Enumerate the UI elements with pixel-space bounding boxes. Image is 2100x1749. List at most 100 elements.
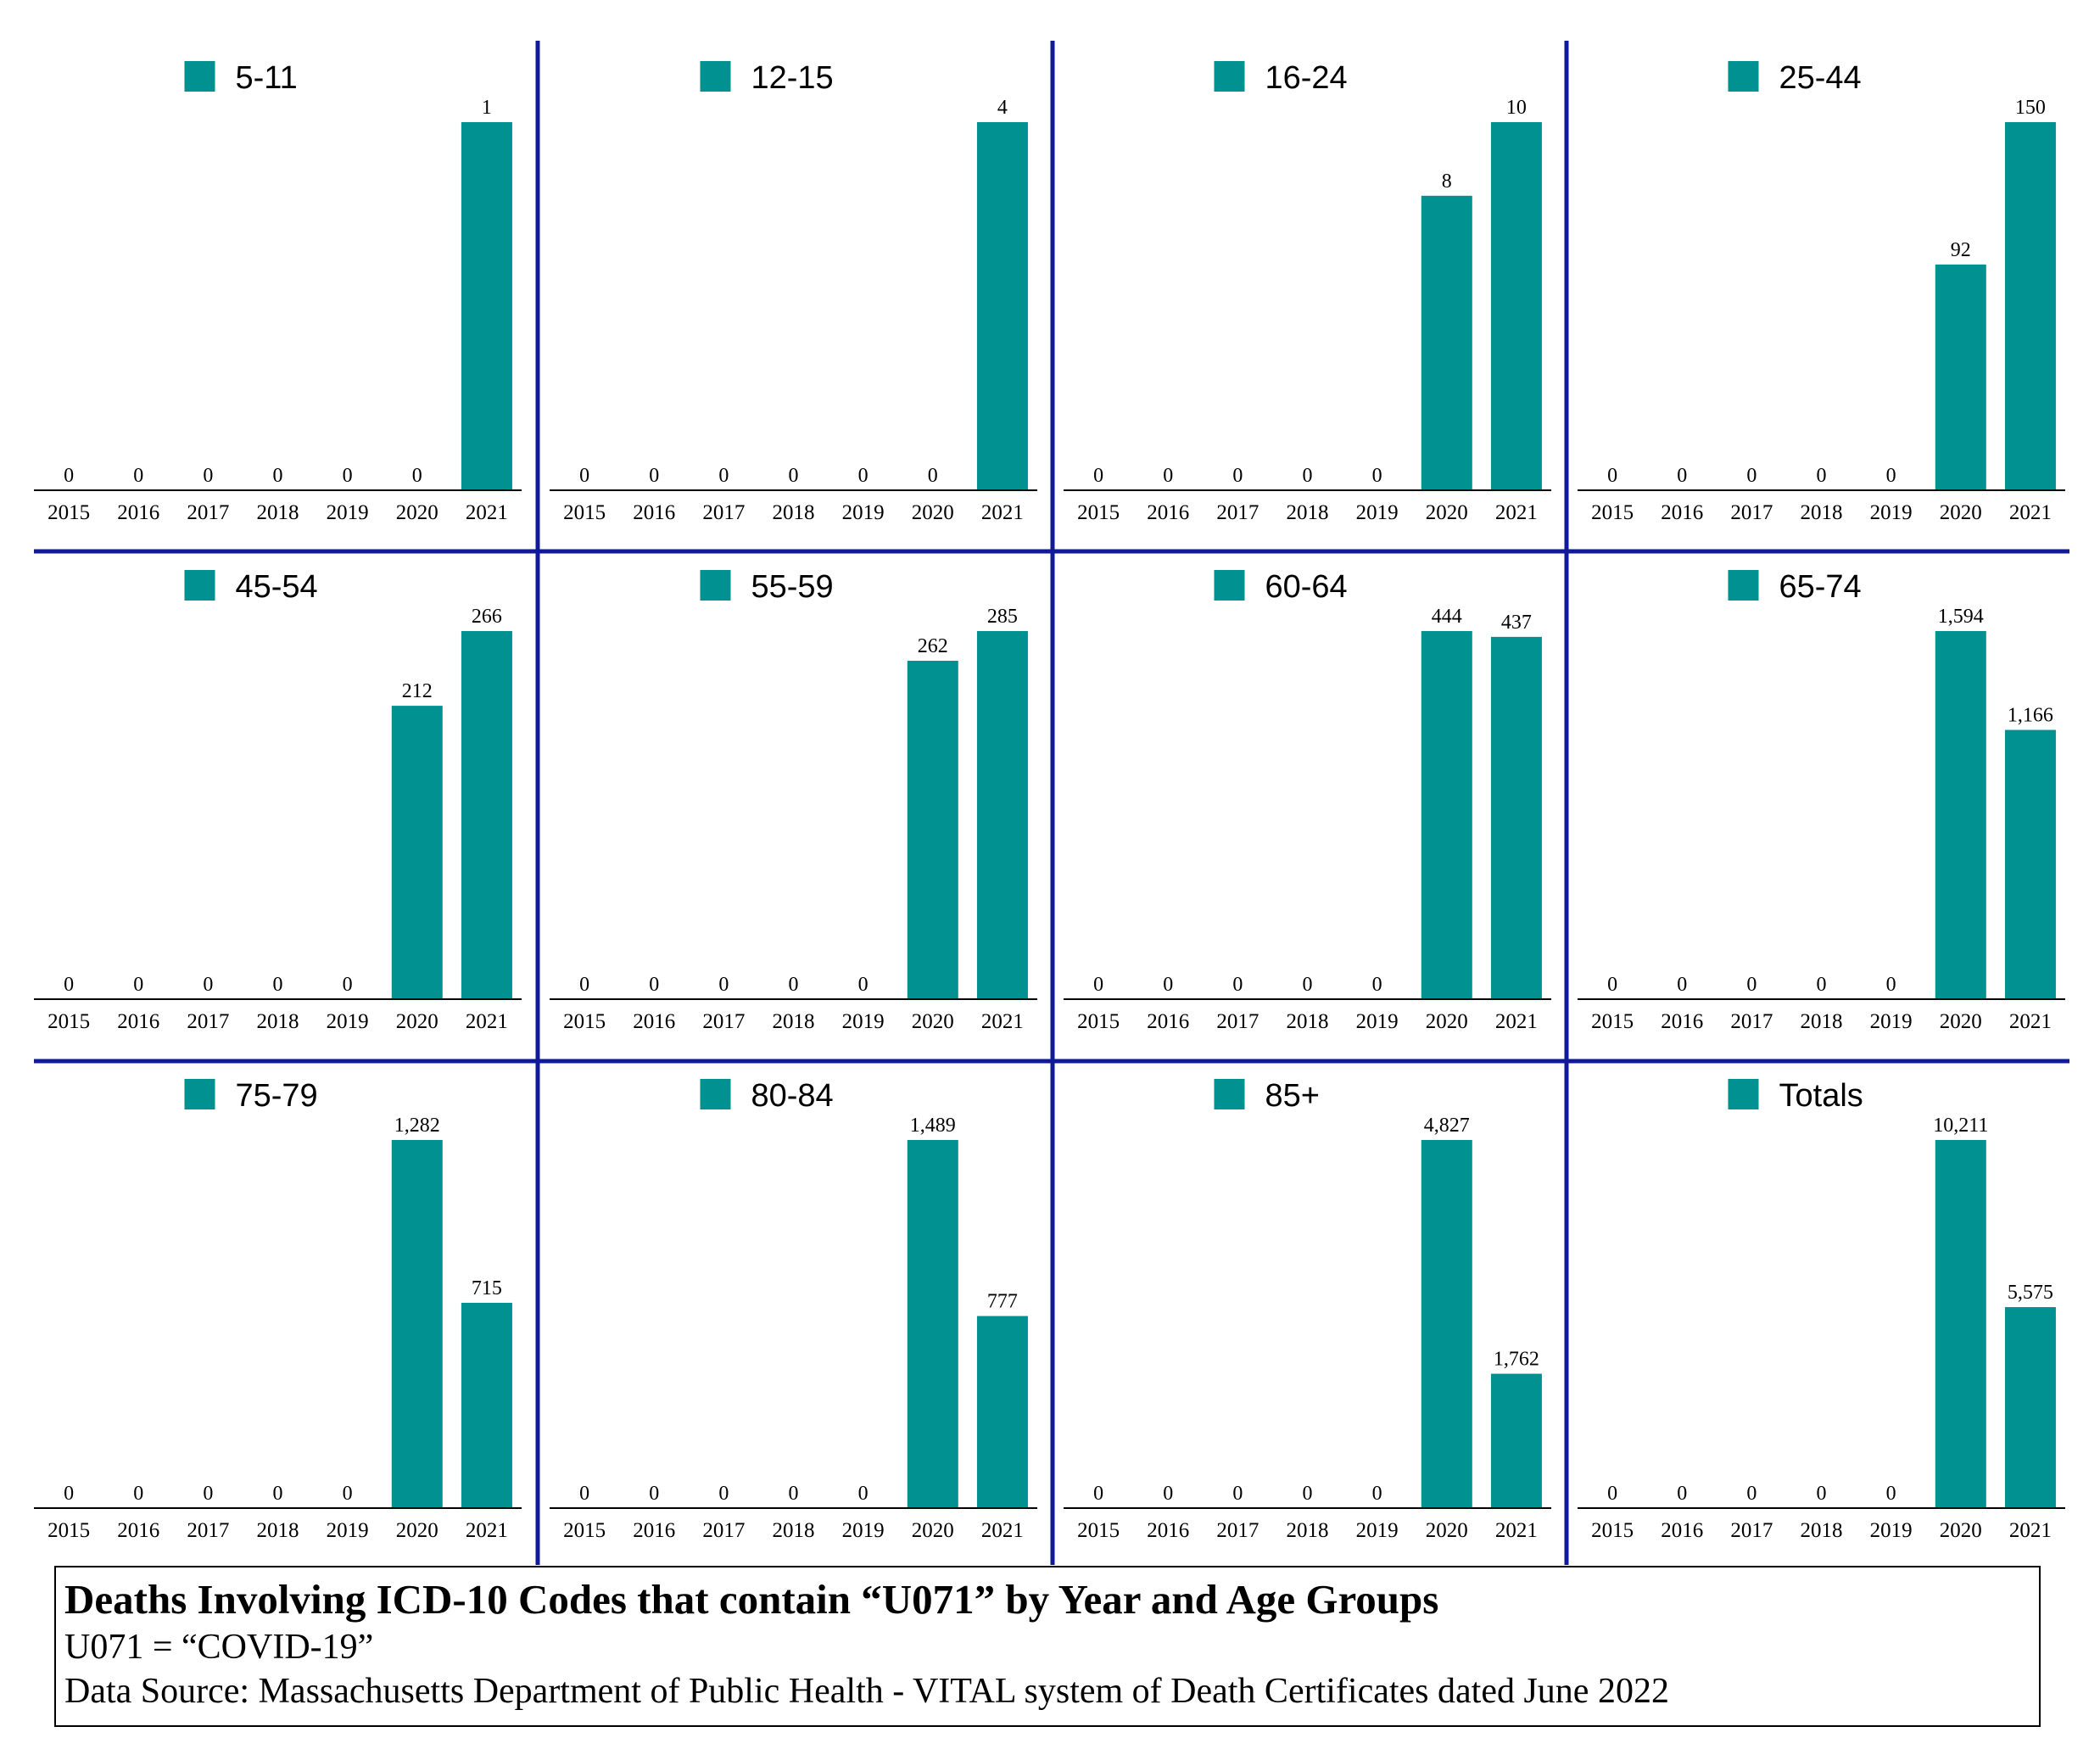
legend-swatch <box>184 61 215 92</box>
data-label: 0 <box>412 465 422 487</box>
caption-title: Deaths Involving ICD-10 Codes that conta… <box>64 1576 1439 1623</box>
legend-label: Totals <box>1779 1078 1863 1114</box>
x-tick-label: 2019 <box>1356 501 1399 524</box>
data-label: 1,489 <box>910 1115 956 1137</box>
legend-label: 12-15 <box>751 60 834 96</box>
bar <box>461 1302 512 1508</box>
x-tick-label: 2020 <box>396 1010 438 1033</box>
x-tick-label: 2016 <box>1661 501 1703 524</box>
panel-3: 16-24 0 2015 0 2016 0 2017 0 2018 0 2019 8 2020 10 202… <box>1064 60 1551 524</box>
x-tick-label: 2021 <box>2009 501 2052 524</box>
data-label: 10,211 <box>1933 1115 1988 1137</box>
data-label: 92 <box>1951 239 1971 261</box>
data-label: 0 <box>203 1483 213 1505</box>
bar <box>1490 636 1542 999</box>
x-tick-label: 2020 <box>1426 1519 1468 1542</box>
x-tick-label: 2016 <box>633 1010 675 1033</box>
data-label: 4,827 <box>1424 1115 1470 1137</box>
x-tick-label: 2017 <box>1730 501 1773 524</box>
legend-swatch <box>184 1079 215 1109</box>
panel-2: 12-15 0 2015 0 2016 0 2017 0 2018 0 2019 0 2020 4 2021 <box>550 60 1037 524</box>
data-label: 262 <box>918 635 948 657</box>
data-label: 1,594 <box>1938 606 1984 628</box>
x-tick-label: 2021 <box>1495 501 1538 524</box>
x-tick-label: 2018 <box>773 501 815 524</box>
x-tick-label: 2021 <box>466 1010 508 1033</box>
data-label: 0 <box>133 974 143 996</box>
data-label: 0 <box>579 1483 589 1505</box>
data-label: 0 <box>1093 1483 1103 1505</box>
data-label: 266 <box>472 606 502 628</box>
legend-label: 80-84 <box>751 1078 834 1114</box>
data-label: 0 <box>203 974 213 996</box>
bar <box>976 1316 1028 1508</box>
bar <box>391 1140 443 1508</box>
panel-6: 55-59 0 2015 0 2016 0 2017 0 2018 0 2019 262 2020 285… <box>550 569 1037 1033</box>
data-label: 0 <box>579 974 589 996</box>
data-label: 1 <box>482 97 492 119</box>
x-tick-label: 2020 <box>1426 501 1468 524</box>
data-label: 0 <box>203 465 213 487</box>
x-tick-label: 2017 <box>1730 1519 1773 1542</box>
x-tick-label: 2020 <box>396 501 438 524</box>
x-tick-label: 2015 <box>1077 1010 1120 1033</box>
x-tick-label: 2018 <box>1287 1010 1329 1033</box>
data-label: 1,282 <box>394 1115 440 1137</box>
bar <box>2004 122 2056 490</box>
x-tick-label: 2020 <box>912 1519 954 1542</box>
x-tick-label: 2018 <box>257 1519 299 1542</box>
data-label: 0 <box>133 465 143 487</box>
x-tick-label: 2019 <box>1356 1519 1399 1542</box>
legend-label: 25-44 <box>1779 60 1862 96</box>
data-label: 8 <box>1442 170 1452 193</box>
bar <box>907 1140 958 1508</box>
bar <box>1490 1373 1542 1508</box>
data-label: 0 <box>718 465 729 487</box>
data-label: 0 <box>343 465 353 487</box>
bar <box>1935 631 1986 999</box>
data-label: 0 <box>273 1483 283 1505</box>
legend-swatch <box>1214 570 1245 601</box>
data-label: 0 <box>133 1483 143 1505</box>
data-label: 0 <box>1303 1483 1313 1505</box>
data-label: 0 <box>1372 465 1382 487</box>
data-label: 0 <box>858 465 868 487</box>
data-label: 0 <box>343 974 353 996</box>
data-label: 0 <box>649 465 659 487</box>
x-tick-label: 2020 <box>1940 501 1982 524</box>
legend-swatch <box>700 1079 731 1109</box>
data-label: 0 <box>1886 1483 1896 1505</box>
data-label: 0 <box>858 1483 868 1505</box>
x-tick-label: 2019 <box>1870 501 1913 524</box>
x-tick-label: 2021 <box>981 1010 1024 1033</box>
legend-label: 55-59 <box>751 569 834 605</box>
x-tick-label: 2018 <box>1801 1519 1843 1542</box>
panel-8: 65-74 0 2015 0 2016 0 2017 0 2018 0 2019 1,594 2020 1… <box>1578 569 2065 1033</box>
x-tick-label: 2020 <box>912 501 954 524</box>
bar <box>1421 1140 1472 1508</box>
x-tick-label: 2016 <box>633 501 675 524</box>
legend-label: 85+ <box>1265 1078 1320 1114</box>
data-label: 0 <box>64 974 74 996</box>
x-tick-label: 2017 <box>702 1010 745 1033</box>
panel-11: 85+ 0 2015 0 2016 0 2017 0 2018 0 2019 4,827 2020 1,7… <box>1064 1078 1551 1542</box>
legend-label: 5-11 <box>236 60 298 96</box>
data-label: 0 <box>1607 1483 1617 1505</box>
data-label: 0 <box>1232 974 1243 996</box>
x-tick-label: 2019 <box>327 1010 369 1033</box>
caption-definition: U071 = “COVID-19” <box>64 1628 374 1667</box>
data-label: 0 <box>1886 974 1896 996</box>
data-label: 0 <box>1746 974 1757 996</box>
x-tick-label: 2018 <box>257 501 299 524</box>
x-tick-label: 2018 <box>257 1010 299 1033</box>
data-label: 0 <box>789 974 799 996</box>
data-label: 1,166 <box>2008 705 2053 727</box>
x-tick-label: 2015 <box>1591 501 1634 524</box>
data-label: 0 <box>1746 1483 1757 1505</box>
bar <box>1935 264 1986 490</box>
x-tick-label: 2016 <box>117 1010 159 1033</box>
data-label: 0 <box>858 974 868 996</box>
x-tick-label: 2015 <box>47 501 90 524</box>
data-label: 0 <box>1817 1483 1827 1505</box>
data-label: 0 <box>649 974 659 996</box>
